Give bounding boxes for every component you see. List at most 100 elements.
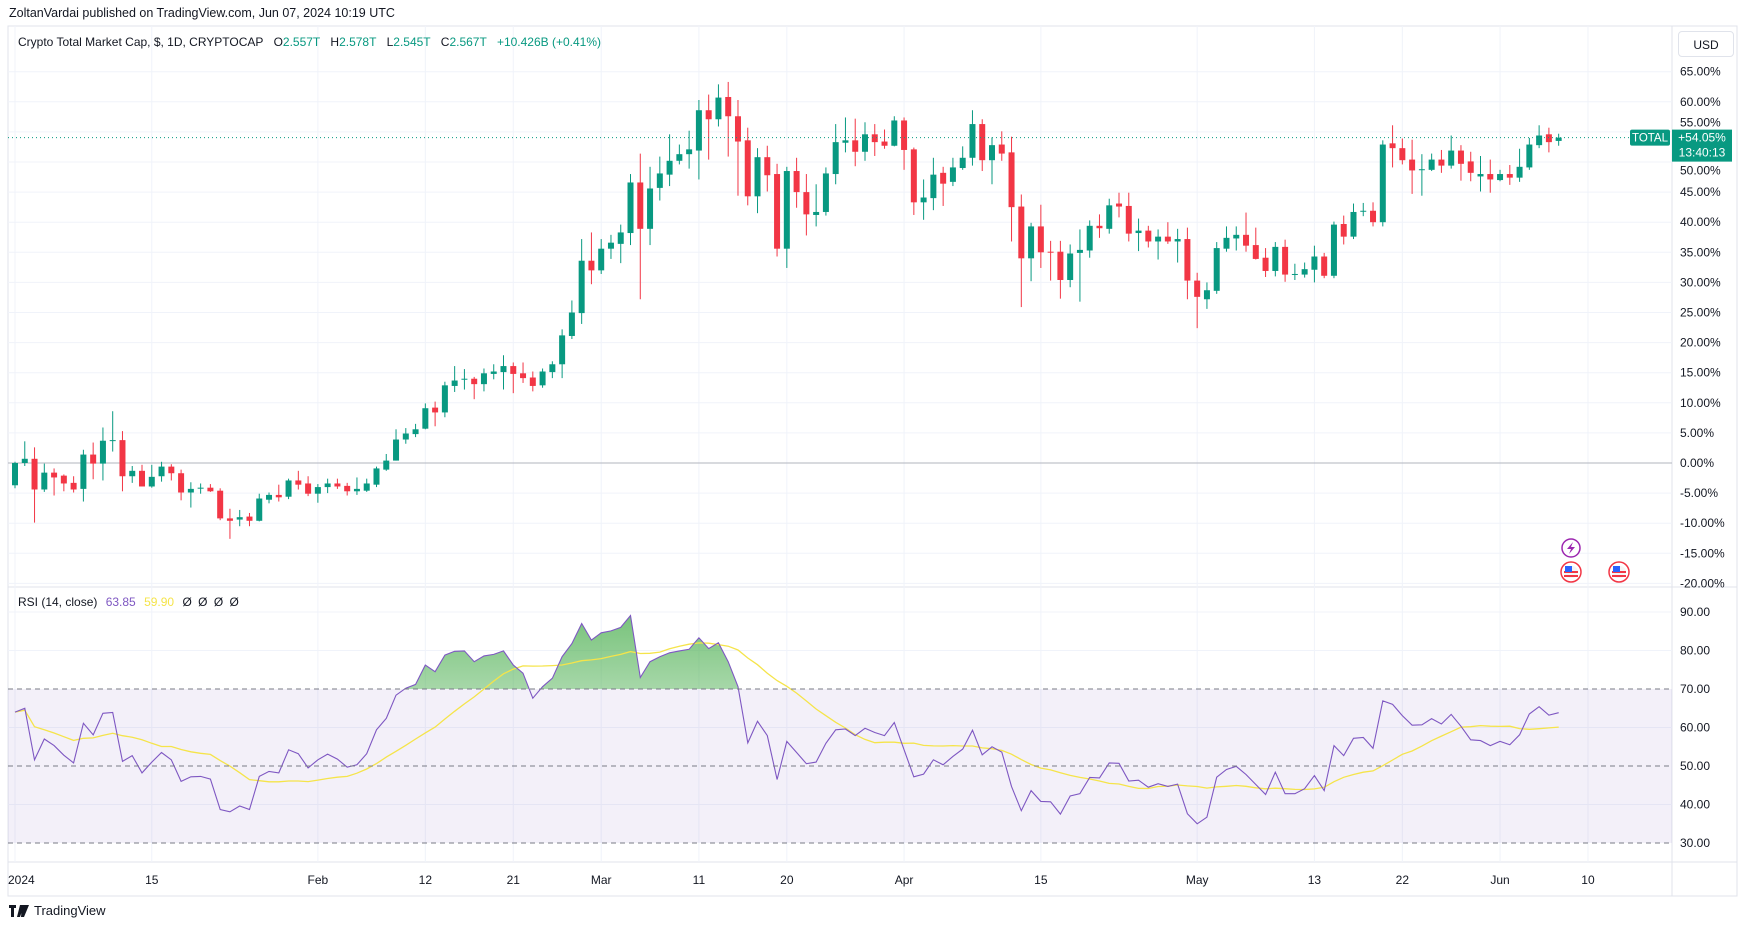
candle-down xyxy=(1037,204,1044,268)
candle-down xyxy=(1194,272,1201,329)
candle-body xyxy=(1457,150,1464,164)
candle-body xyxy=(715,97,722,120)
candle-body xyxy=(353,488,360,492)
candle-body xyxy=(822,173,829,212)
candle-up xyxy=(1526,137,1533,170)
candle-up xyxy=(676,144,683,165)
candle-body xyxy=(901,120,908,150)
candle-down xyxy=(1125,192,1132,242)
candle-body xyxy=(275,494,282,498)
candle-up xyxy=(842,117,849,153)
candle-body xyxy=(979,124,986,161)
candle-up xyxy=(598,239,605,274)
candle-down xyxy=(774,163,781,257)
rsi-line xyxy=(14,614,1559,825)
candle-down xyxy=(1184,227,1191,300)
candle-up xyxy=(813,184,820,227)
lightning-event-icon[interactable] xyxy=(1561,538,1581,558)
candle-up xyxy=(21,441,28,467)
candle-body xyxy=(598,248,605,271)
price-axis-label: 20.00% xyxy=(1680,336,1721,350)
low-label: L xyxy=(386,35,394,49)
candle-down xyxy=(881,129,888,149)
candle-body xyxy=(187,488,194,493)
candle-down xyxy=(998,131,1005,161)
rsi-axis-label: 30.00 xyxy=(1680,836,1710,850)
candle-body xyxy=(1389,143,1396,149)
candle-body xyxy=(989,145,995,161)
symbol-legend: Crypto Total Market Cap, $, 1D, CRYPTOCA… xyxy=(18,35,601,49)
candle-body xyxy=(1418,169,1425,171)
candle-up xyxy=(1174,228,1181,263)
price-axis-label: 10.00% xyxy=(1680,396,1721,410)
symbol-title[interactable]: Crypto Total Market Cap, $, 1D, CRYPTOCA… xyxy=(18,35,264,49)
candle-body xyxy=(461,378,468,380)
candle-body xyxy=(647,188,654,229)
rsi-extra: Ø xyxy=(198,595,208,609)
chart-frame xyxy=(7,25,1738,897)
candle-down xyxy=(979,119,986,172)
candle-down xyxy=(1018,194,1025,308)
candle-body xyxy=(881,141,888,146)
candle-up xyxy=(1086,220,1093,258)
candle-up xyxy=(1291,263,1298,280)
candle-down xyxy=(60,474,67,492)
candle-down xyxy=(246,512,253,527)
price-axis-label: -15.00% xyxy=(1680,546,1725,560)
candle-down xyxy=(226,508,233,539)
time-axis-label: Feb xyxy=(308,873,329,887)
candle-up xyxy=(607,234,614,259)
price-axis-label: 55.00% xyxy=(1680,116,1721,130)
candle-up xyxy=(861,122,868,161)
candle-down xyxy=(1409,139,1416,194)
candle-body xyxy=(1028,226,1035,259)
candle-down xyxy=(1243,212,1250,252)
candle-body xyxy=(1536,135,1543,146)
time-axis-label: 13 xyxy=(1308,873,1322,887)
candle-body xyxy=(940,172,947,184)
rsi-pane xyxy=(8,614,1672,843)
candle-body xyxy=(617,232,624,244)
close-value: 2.567T xyxy=(449,35,487,49)
time-axis-label: 15 xyxy=(1034,873,1048,887)
currency-button[interactable]: USD xyxy=(1678,31,1734,57)
candle-down xyxy=(432,401,439,427)
time-axis-label: Mar xyxy=(591,873,612,887)
us-flag-event-icon[interactable] xyxy=(1608,561,1630,583)
candle-body xyxy=(41,472,48,490)
candle-down xyxy=(119,431,126,492)
candle-body xyxy=(1076,249,1083,253)
candle-body xyxy=(1487,174,1494,180)
candle-body xyxy=(1096,225,1103,229)
event-markers[interactable] xyxy=(1560,538,1630,583)
candle-body xyxy=(1057,251,1064,280)
candle-body xyxy=(1067,253,1074,280)
candle-up xyxy=(383,453,390,471)
candle-down xyxy=(1145,225,1152,248)
candle-down xyxy=(305,476,312,497)
candle-up xyxy=(627,174,634,246)
candle-up xyxy=(891,116,898,147)
low-value: 2.545T xyxy=(393,35,431,49)
candle-body xyxy=(471,378,478,385)
candle-up xyxy=(949,157,956,187)
candle-body xyxy=(266,494,273,500)
candle-down xyxy=(471,376,478,400)
candle-body xyxy=(236,517,243,520)
open-value: 2.557T xyxy=(282,35,321,49)
candle-body xyxy=(686,149,693,155)
price-axis-label: 30.00% xyxy=(1680,275,1721,289)
candle-body xyxy=(861,134,868,152)
candle-body xyxy=(1477,174,1484,177)
candle-down xyxy=(1457,145,1464,181)
candle-body xyxy=(754,157,761,197)
candle-down xyxy=(1545,127,1552,153)
candle-body xyxy=(70,482,77,490)
candle-down xyxy=(529,371,536,392)
rsi-axis-label: 40.00 xyxy=(1680,798,1710,812)
candle-down xyxy=(1164,222,1171,244)
us-flag-event-icon[interactable] xyxy=(1560,561,1582,583)
rsi-title[interactable]: RSI (14, close) xyxy=(18,595,98,609)
candle-up xyxy=(80,449,87,502)
